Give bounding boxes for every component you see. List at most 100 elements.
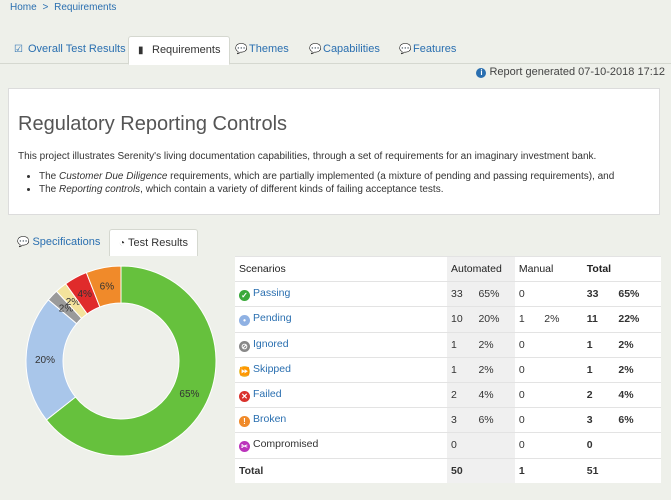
- table-row: • Pending 10 20% 1 2% 11 22%: [235, 306, 661, 333]
- tab-features[interactable]: 💬 Features: [390, 36, 465, 64]
- total-label: Total: [235, 457, 447, 484]
- table-row: ✓ Passing 33 65% 0 33 65%: [235, 281, 661, 307]
- report-generated: i Report generated 07-10-2018 17:12: [476, 66, 665, 78]
- scenario-pending-link[interactable]: Pending: [253, 312, 292, 325]
- table-row: ⊘ Ignored 1 2% 0 1 2%: [235, 331, 661, 358]
- scenario-broken-link[interactable]: Broken: [253, 413, 287, 426]
- book-icon: ▮: [138, 45, 144, 56]
- scenario-cell: ! Broken: [235, 407, 447, 433]
- tab-label: Themes: [249, 43, 289, 55]
- fast-forward-icon: ⏩: [239, 365, 250, 377]
- total-percent: [614, 432, 661, 458]
- donut-slice-passing[interactable]: [45, 265, 217, 457]
- total-manual: 1: [514, 457, 583, 484]
- tab-label: Specifications: [32, 236, 101, 248]
- pending-circle-icon: •: [239, 315, 250, 327]
- table-total-row: Total 50 1 51: [235, 457, 661, 484]
- tab-themes[interactable]: 💬 Themes: [226, 36, 298, 64]
- total-total: 51: [582, 457, 661, 484]
- scenario-ignored-link[interactable]: Ignored: [253, 337, 289, 350]
- requirement-name: Reporting controls: [59, 184, 141, 195]
- manual-count: 0: [514, 356, 541, 383]
- times-circle-icon: ✕: [239, 391, 250, 403]
- automated-count: 2: [447, 381, 475, 408]
- donut-label-ignored: 2%: [59, 304, 74, 315]
- comments-icon: 💬: [399, 44, 412, 55]
- tab-overall-test-results[interactable]: ☑ Overall Test Results: [5, 36, 135, 64]
- automated-percent: 20%: [474, 306, 515, 333]
- list-item: The Customer Due Diligence requirements,…: [39, 171, 614, 182]
- total-percent: 4%: [614, 381, 661, 408]
- results-donut-chart: 65% 20% 2%2%4% 6%: [25, 265, 217, 457]
- table-row: ⏩ Skipped 1 2% 0 1 2%: [235, 356, 661, 383]
- automated-percent: 2%: [474, 356, 515, 383]
- manual-count: 0: [514, 281, 541, 307]
- scenario-cell: ✂ Compromised: [235, 432, 447, 458]
- table-row: ✂ Compromised 0 0 0: [235, 432, 661, 458]
- tab-test-results[interactable]: ◔ Test Results: [109, 229, 198, 256]
- results-tabs: 💬 Specifications ◔ Test Results: [0, 229, 671, 256]
- manual-percent: [540, 381, 583, 408]
- manual-count: 0: [514, 331, 541, 358]
- requirements-list: The Customer Due Diligence requirements,…: [39, 171, 614, 197]
- main-tabs: ☑ Overall Test Results ▮ Requirements 💬 The…: [0, 36, 671, 65]
- list-item: The Reporting controls, which contain a …: [39, 184, 614, 195]
- donut-slice-broken[interactable]: [85, 265, 122, 308]
- automated-count: 1: [447, 331, 475, 358]
- table-header-row: Scenarios Automated Manual Total: [235, 255, 661, 282]
- tab-label: Capabilities: [323, 43, 380, 55]
- project-panel: Regulatory Reporting Controls This proje…: [8, 88, 660, 215]
- total-count: 3: [582, 407, 615, 433]
- check-circle-icon: ✓: [239, 290, 250, 302]
- scenario-skipped-link[interactable]: Skipped: [253, 362, 291, 375]
- total-count: 33: [582, 281, 615, 307]
- total-count: 0: [582, 432, 615, 458]
- scenario-failed-link[interactable]: Failed: [253, 388, 282, 401]
- automated-count: 33: [447, 281, 475, 307]
- total-count: 11: [582, 306, 615, 333]
- header-scenarios: Scenarios: [235, 255, 447, 282]
- donut-label-failed: 4%: [77, 289, 92, 300]
- header-automated: Automated: [447, 255, 515, 282]
- tab-label: Features: [413, 43, 457, 55]
- manual-count: 0: [514, 432, 541, 458]
- tab-specifications[interactable]: 💬 Specifications: [8, 229, 109, 256]
- total-percent: 65%: [614, 281, 661, 307]
- scenario-cell: ⊘ Ignored: [235, 331, 447, 358]
- donut-label-skipped: 2%: [66, 297, 81, 308]
- info-icon: i: [476, 68, 487, 78]
- donut-label-pending: 20%: [35, 355, 55, 366]
- page-title: Regulatory Reporting Controls: [18, 113, 288, 135]
- manual-count: 1: [514, 306, 541, 333]
- header-manual: Manual: [514, 255, 583, 282]
- tab-label: Test Results: [128, 237, 188, 249]
- table-row: ✕ Failed 2 4% 0 2 4%: [235, 381, 661, 408]
- breadcrumb-current: Requirements: [54, 2, 117, 13]
- manual-percent: 2%: [540, 306, 583, 333]
- chain-broken-icon: ✂: [239, 441, 250, 453]
- breadcrumb-home-link[interactable]: Home: [10, 2, 37, 13]
- total-count: 1: [582, 331, 615, 358]
- breadcrumb-separator: >: [42, 2, 49, 13]
- scenario-cell: ✓ Passing: [235, 281, 447, 307]
- tab-requirements[interactable]: ▮ Requirements: [128, 36, 231, 65]
- total-automated: 50: [447, 457, 515, 484]
- total-percent: 22%: [614, 306, 661, 333]
- automated-percent: [474, 432, 515, 458]
- breadcrumb: Home > Requirements: [10, 2, 116, 13]
- ban-icon: ⊘: [239, 340, 250, 352]
- project-description: This project illustrates Serenity's livi…: [18, 151, 597, 162]
- manual-percent: [540, 281, 583, 307]
- tab-capabilities[interactable]: 💬 Capabilities: [300, 36, 389, 64]
- scenario-cell: ⏩ Skipped: [235, 356, 447, 383]
- warning-icon: !: [239, 416, 250, 428]
- total-percent: 2%: [614, 356, 661, 383]
- checkbox-icon: ☑: [14, 44, 23, 55]
- manual-percent: [540, 432, 583, 458]
- donut-label-passing: 65%: [179, 389, 199, 400]
- automated-percent: 2%: [474, 331, 515, 358]
- scenario-passing-link[interactable]: Passing: [253, 287, 291, 300]
- total-count: 1: [582, 356, 615, 383]
- scenario-cell: • Pending: [235, 306, 447, 333]
- automated-percent: 4%: [474, 381, 515, 408]
